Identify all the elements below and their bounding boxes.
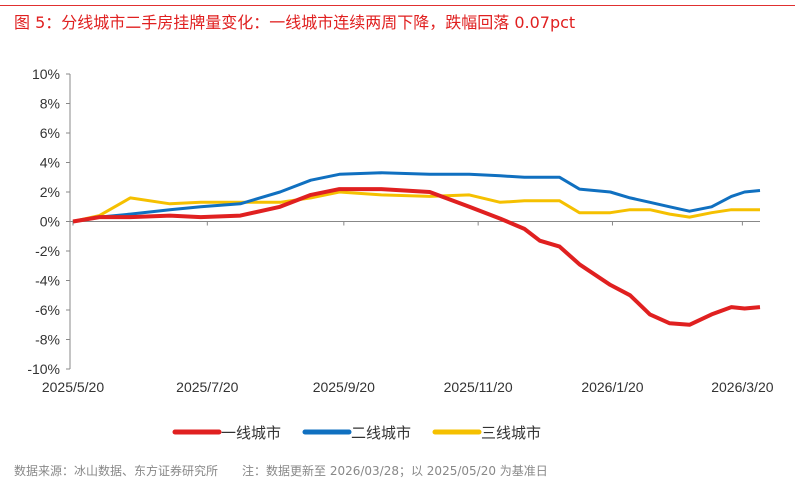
y-tick-label: -4% <box>35 273 60 289</box>
series-line-2 <box>72 190 760 223</box>
y-tick-label: 4% <box>40 155 60 171</box>
y-tick-label: -10% <box>27 361 60 377</box>
y-tick-label: 2% <box>40 184 60 200</box>
y-tick-label: 8% <box>40 96 60 112</box>
y-tick-label: -8% <box>35 332 60 348</box>
figure-title: 图 5：分线城市二手房挂牌量变化：一线城市连续两周下降，跌幅回落 0.07pct <box>14 13 576 32</box>
y-tick-label: 0% <box>40 214 60 230</box>
series-line-1 <box>72 171 761 223</box>
x-tick-label: 2025/5/20 <box>42 379 104 395</box>
x-tick-label: 2025/7/20 <box>176 379 238 395</box>
y-tick-label: -2% <box>35 243 60 259</box>
legend-label: 二线城市 <box>351 425 411 442</box>
y-tick-label: 10% <box>32 66 60 82</box>
x-tick-label: 2026/1/20 <box>581 379 643 395</box>
series-line-0 <box>72 187 761 327</box>
title-rule <box>0 5 795 6</box>
x-tick-label: 2026/3/20 <box>711 379 773 395</box>
legend-label: 三线城市 <box>481 425 541 442</box>
y-tick-label: 6% <box>40 125 60 141</box>
x-tick-label: 2025/9/20 <box>313 379 375 395</box>
legend-label: 一线城市 <box>221 425 281 442</box>
x-tick-label: 2025/11/20 <box>444 379 513 395</box>
source-note: 数据来源：冰山数据、东方证券研究所 注：数据更新至 2026/03/28；以 2… <box>14 464 548 478</box>
y-tick-label: -6% <box>35 302 60 318</box>
